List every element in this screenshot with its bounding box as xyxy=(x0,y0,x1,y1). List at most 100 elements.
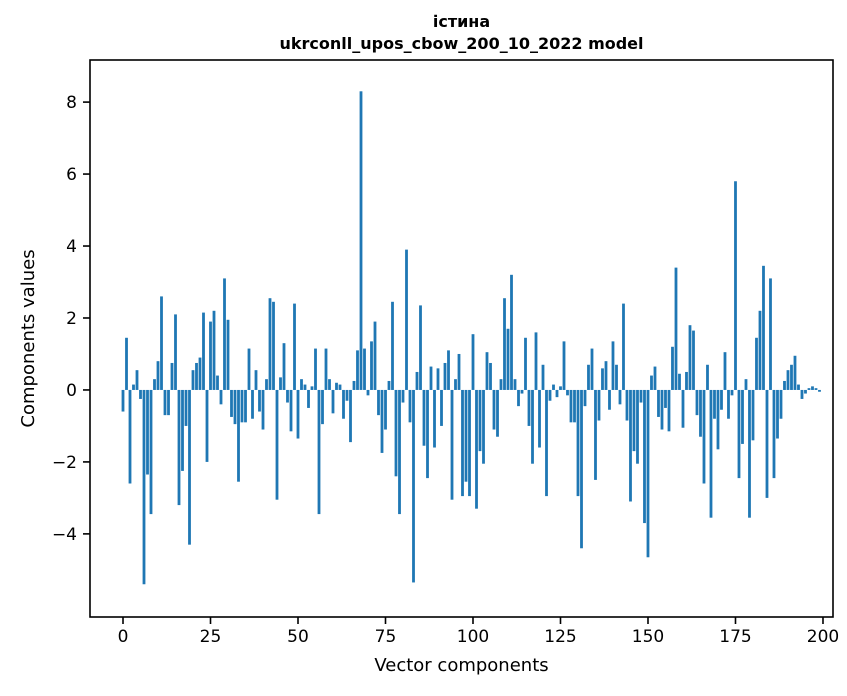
bar xyxy=(716,389,720,450)
bar xyxy=(496,389,499,437)
bar xyxy=(447,350,450,390)
bar xyxy=(426,389,429,479)
bar xyxy=(233,389,237,425)
bar xyxy=(727,389,730,419)
bar xyxy=(247,348,251,390)
bar xyxy=(744,379,748,390)
bar xyxy=(356,350,359,390)
bar xyxy=(818,389,821,392)
bar xyxy=(237,389,240,482)
bar xyxy=(730,389,734,396)
x-tick-label: 75 xyxy=(375,627,397,647)
bar xyxy=(594,389,597,480)
bar xyxy=(748,389,751,518)
bar xyxy=(534,332,538,390)
bar xyxy=(440,389,443,426)
bar xyxy=(471,334,475,390)
y-tick-label: 6 xyxy=(66,165,77,185)
bar xyxy=(772,389,776,479)
bar xyxy=(786,370,790,390)
x-tick-label: 100 xyxy=(457,627,489,647)
bar xyxy=(692,330,695,390)
bar xyxy=(359,91,363,390)
bar xyxy=(489,362,492,390)
bar xyxy=(331,389,335,414)
bar xyxy=(646,389,650,558)
bar xyxy=(184,389,188,426)
bar xyxy=(272,301,275,390)
bar xyxy=(807,388,811,390)
bar xyxy=(265,379,268,390)
bar xyxy=(391,301,394,390)
bar xyxy=(408,389,412,423)
bar xyxy=(513,379,517,390)
y-tick-label: 8 xyxy=(66,93,77,113)
y-tick-label: −2 xyxy=(52,453,77,473)
bar xyxy=(639,389,643,403)
bar xyxy=(293,303,296,390)
bar xyxy=(268,298,272,390)
bar xyxy=(597,389,601,421)
bar xyxy=(657,389,660,417)
x-tick-label: 0 xyxy=(118,627,129,647)
bar xyxy=(608,389,611,410)
y-tick-label: 2 xyxy=(66,309,77,329)
bar xyxy=(146,389,149,475)
bar xyxy=(485,352,489,390)
bar xyxy=(769,278,772,390)
bar xyxy=(685,371,688,390)
bar xyxy=(338,384,342,390)
bar xyxy=(664,389,667,408)
bar xyxy=(457,353,461,390)
bar xyxy=(524,337,527,390)
bar xyxy=(128,389,132,484)
bar xyxy=(576,389,580,497)
bar xyxy=(562,341,566,390)
bar xyxy=(667,389,671,432)
y-axis-label: Components values xyxy=(18,249,39,427)
bar xyxy=(559,386,562,390)
bar xyxy=(506,328,510,390)
bar xyxy=(527,389,531,426)
bar xyxy=(688,325,692,390)
bar xyxy=(384,389,387,430)
bar xyxy=(212,310,216,390)
bar xyxy=(755,337,758,390)
bar xyxy=(569,389,573,423)
bar xyxy=(307,389,310,408)
x-tick-label: 125 xyxy=(544,627,576,647)
bar xyxy=(520,389,524,394)
bar xyxy=(202,312,205,390)
bar xyxy=(321,389,324,425)
x-tick-label: 200 xyxy=(807,627,839,647)
y-tick-label: 0 xyxy=(66,381,77,401)
bar xyxy=(793,355,797,390)
bar xyxy=(219,389,223,405)
bar xyxy=(401,389,405,403)
x-tick-label: 150 xyxy=(632,627,664,647)
bar xyxy=(244,389,247,423)
bar xyxy=(783,380,786,390)
bar xyxy=(804,389,807,394)
bar xyxy=(601,368,604,390)
bar xyxy=(615,364,618,390)
bar xyxy=(303,384,307,390)
bar xyxy=(702,389,706,484)
bar xyxy=(762,265,765,390)
bar xyxy=(545,389,548,497)
bar xyxy=(282,343,286,390)
bar xyxy=(618,389,622,405)
bar xyxy=(573,389,576,423)
bar xyxy=(681,389,685,428)
y-tick-label: 4 xyxy=(66,237,77,257)
bar xyxy=(205,389,209,462)
bar xyxy=(629,389,632,502)
bar xyxy=(240,389,244,423)
bar xyxy=(587,364,590,390)
bar xyxy=(709,389,713,518)
bar xyxy=(552,384,555,390)
bar xyxy=(751,389,755,441)
bar xyxy=(734,181,737,390)
bar xyxy=(230,389,233,417)
